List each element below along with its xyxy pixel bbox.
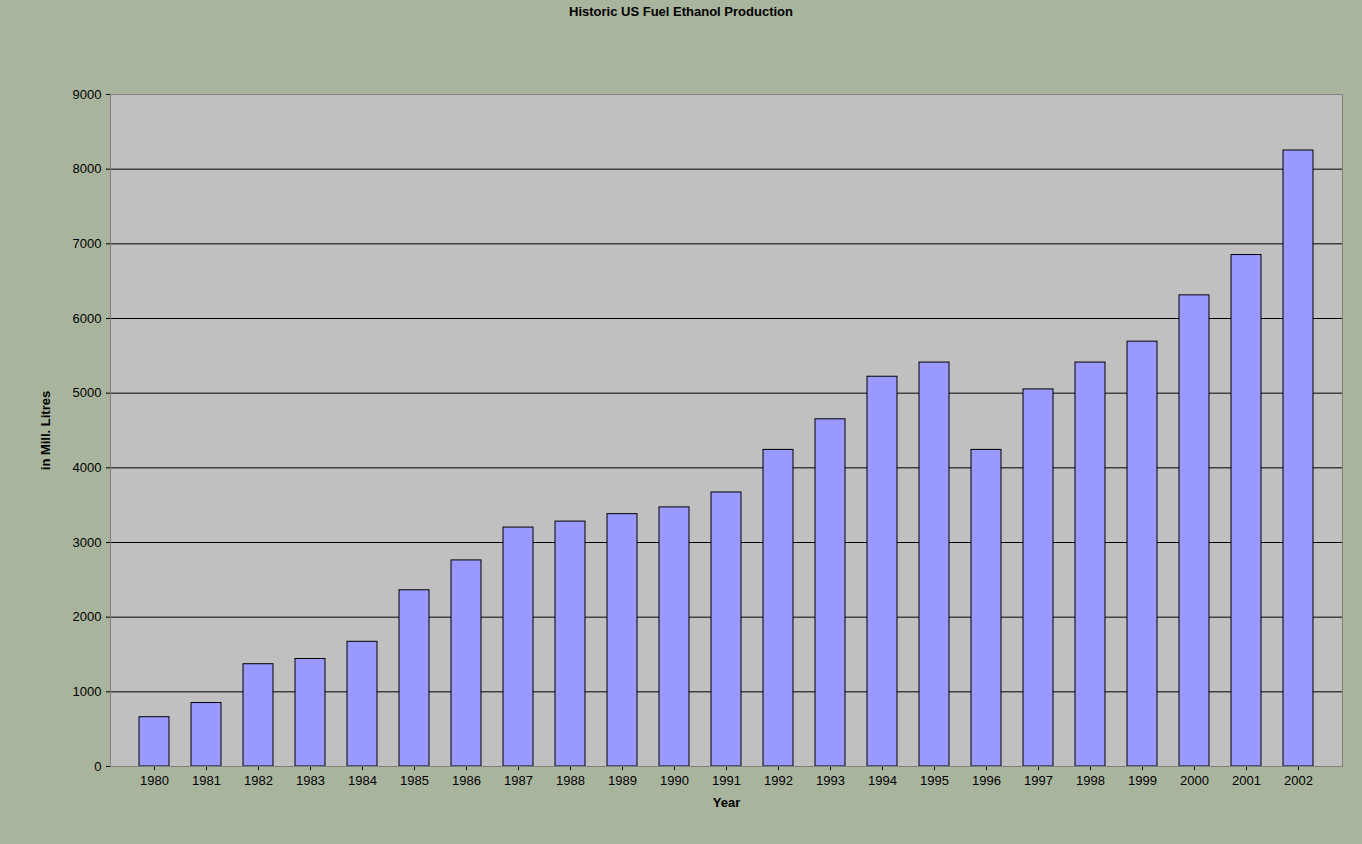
svg-text:7000: 7000 — [73, 236, 102, 251]
svg-text:1993: 1993 — [816, 773, 845, 788]
svg-text:9000: 9000 — [73, 87, 102, 102]
svg-text:1985: 1985 — [400, 773, 429, 788]
svg-text:1981: 1981 — [192, 773, 221, 788]
svg-text:4000: 4000 — [73, 460, 102, 475]
svg-text:1992: 1992 — [764, 773, 793, 788]
svg-text:1987: 1987 — [504, 773, 533, 788]
svg-text:1989: 1989 — [608, 773, 637, 788]
svg-text:1988: 1988 — [556, 773, 585, 788]
svg-text:1983: 1983 — [296, 773, 325, 788]
svg-text:6000: 6000 — [73, 311, 102, 326]
svg-text:1991: 1991 — [712, 773, 741, 788]
svg-text:2000: 2000 — [73, 609, 102, 624]
svg-text:5000: 5000 — [73, 385, 102, 400]
svg-text:1980: 1980 — [140, 773, 169, 788]
svg-text:1986: 1986 — [452, 773, 481, 788]
svg-text:1996: 1996 — [972, 773, 1001, 788]
svg-text:in Mill. Litres: in Mill. Litres — [38, 391, 53, 470]
svg-text:2000: 2000 — [1180, 773, 1209, 788]
svg-text:1998: 1998 — [1076, 773, 1105, 788]
svg-text:Year: Year — [713, 795, 740, 810]
svg-text:1000: 1000 — [73, 684, 102, 699]
svg-text:2002: 2002 — [1284, 773, 1313, 788]
svg-text:1990: 1990 — [660, 773, 689, 788]
svg-text:1984: 1984 — [348, 773, 377, 788]
svg-text:1997: 1997 — [1024, 773, 1053, 788]
svg-text:1999: 1999 — [1128, 773, 1157, 788]
svg-text:1995: 1995 — [920, 773, 949, 788]
html-text:Historic US Fuel Ethanol Produ: Historic US Fuel Ethanol Production — [569, 4, 793, 19]
svg-text:3000: 3000 — [73, 535, 102, 550]
svg-text:8000: 8000 — [73, 161, 102, 176]
svg-text:2001: 2001 — [1232, 773, 1261, 788]
svg-text:1994: 1994 — [868, 773, 897, 788]
svg-text:1982: 1982 — [244, 773, 273, 788]
svg-text:0: 0 — [94, 759, 101, 774]
